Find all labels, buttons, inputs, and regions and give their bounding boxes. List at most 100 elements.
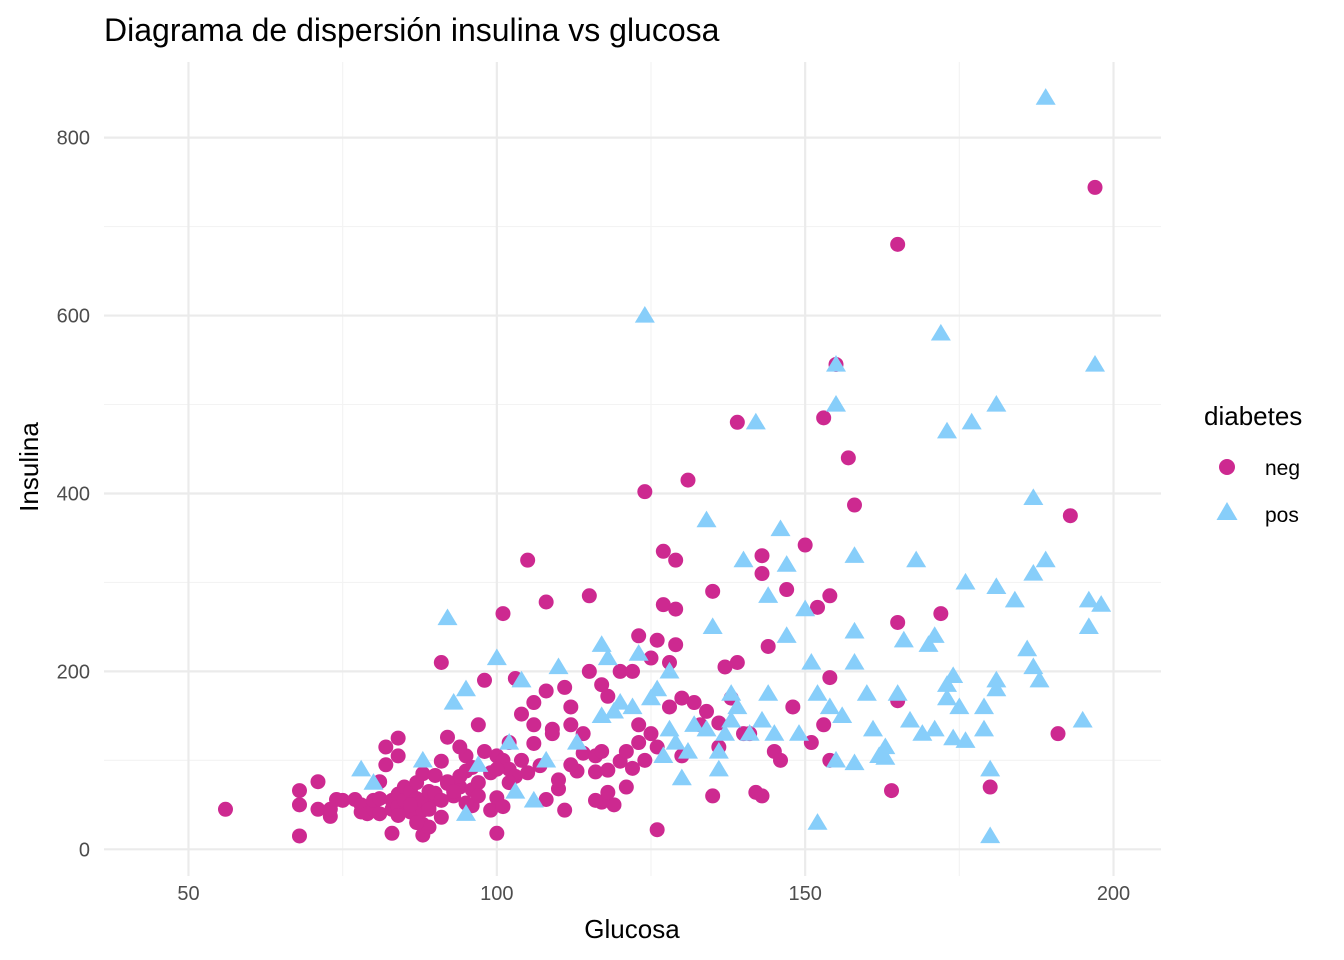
y-tick-label: 0 [79,839,90,861]
point-pos [844,546,865,563]
point-pos [807,684,828,701]
point-neg [594,743,610,759]
point-neg [594,677,610,693]
point-pos [912,724,933,741]
point-neg [649,822,665,838]
point-neg [421,801,437,817]
point-neg [1087,179,1103,195]
point-neg [612,663,628,679]
point-neg [890,236,906,252]
point-pos [1029,670,1050,688]
point-neg [439,729,455,745]
point-neg [310,801,326,817]
point-pos [634,306,655,323]
point-neg [483,802,499,818]
point-neg [544,721,560,737]
point-pos [844,753,865,771]
point-neg [335,792,351,808]
point-neg [458,795,474,811]
point-pos [937,688,958,706]
point-neg [668,552,684,568]
point-pos [924,719,945,737]
point-pos [721,684,742,701]
point-pos [795,599,816,617]
point-pos [678,741,699,759]
point-neg [717,659,733,675]
point-neg [816,717,832,733]
point-neg [310,774,326,790]
point-pos [1023,657,1044,675]
point-pos [647,679,668,697]
point-neg [550,772,566,788]
point-neg [372,791,388,807]
point-neg [587,764,603,780]
point-neg [390,748,406,764]
point-neg [520,552,536,568]
point-pos [727,697,748,715]
point-pos [523,790,544,808]
point-neg [637,752,653,768]
point-neg [600,762,616,778]
point-pos [789,724,810,741]
point-neg [600,784,616,800]
point-pos [875,748,896,765]
point-neg [476,743,492,759]
point-neg [631,628,647,644]
point-neg [495,606,511,622]
point-neg [643,726,659,742]
y-tick-label: 400 [57,483,90,505]
point-neg [489,761,505,777]
point-pos [548,657,569,675]
point-pos [1023,488,1044,506]
point-pos [708,759,729,777]
point-pos [536,750,557,768]
point-neg [729,414,745,430]
point-neg [538,683,554,699]
point-pos [900,710,921,728]
point-neg [372,806,388,822]
point-pos [721,710,742,728]
point-pos [505,781,526,799]
point-pos [696,510,717,528]
point-neg [668,637,684,653]
point-pos [659,661,680,679]
point-neg [446,783,462,799]
point-pos [628,644,649,661]
point-pos [443,693,464,710]
point-pos [1035,550,1056,568]
point-pos [844,621,865,639]
point-neg [476,672,492,688]
legend: diabetes neg pos [1204,401,1302,527]
point-pos [1004,590,1025,608]
point-neg [729,654,745,670]
point-pos [844,652,865,670]
point-pos [511,670,532,688]
point-pos [597,648,618,666]
point-pos [752,710,773,728]
point-pos [566,733,587,750]
point-neg [384,825,400,841]
point-pos [1078,617,1099,635]
point-neg [606,797,622,813]
point-neg [982,779,998,795]
point-neg [526,735,542,751]
legend-label-pos: pos [1265,504,1299,527]
point-pos [499,733,520,750]
point-neg [840,450,856,466]
point-neg [816,410,832,426]
chart-title: Diagrama de dispersión insulina vs gluco… [104,12,720,48]
point-pos [937,421,958,439]
y-axis-title: Insulina [14,422,44,512]
point-pos [1091,595,1112,612]
point-pos [832,706,853,723]
axis-ticks: 50 100 150 200 0 200 400 600 800 [57,128,1131,905]
point-pos [665,733,686,750]
point-pos [708,741,729,759]
point-neg [427,767,443,783]
point-neg [631,717,647,733]
point-neg [291,828,307,844]
point-pos [455,804,476,821]
point-neg [421,819,437,835]
point-pos [770,519,791,537]
point-pos [906,550,927,568]
